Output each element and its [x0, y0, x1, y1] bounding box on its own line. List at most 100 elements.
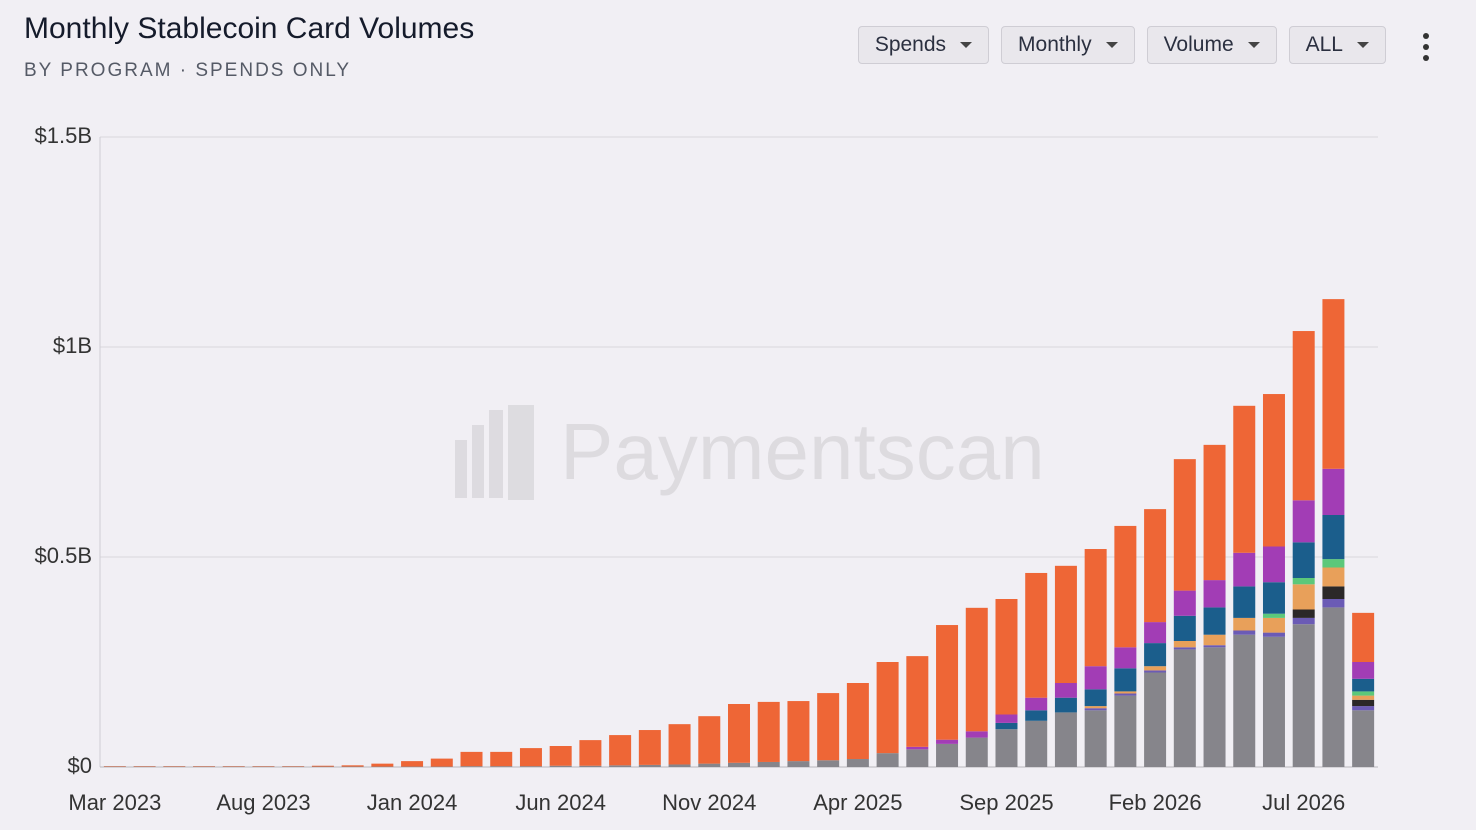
bar-segment [1025, 720, 1048, 767]
bar-segment [579, 740, 602, 766]
bar-segment [995, 729, 1018, 767]
bar-segment [1262, 617, 1285, 633]
bar-segment [1084, 549, 1107, 667]
bar-segment [1084, 710, 1107, 767]
bar-segment [965, 607, 988, 732]
bar-segment [1322, 515, 1345, 560]
bar-segment [1352, 678, 1375, 692]
bar-segment [846, 683, 869, 760]
dropdown[interactable]: Monthly [1001, 26, 1135, 64]
bar-segment [1025, 697, 1048, 711]
x-tick-label: Feb 2026 [1109, 790, 1202, 815]
controls: Spends Monthly Volume ALL [857, 26, 1386, 64]
x-tick-label: Aug 2023 [216, 790, 310, 815]
bar-segment [1173, 615, 1196, 641]
bar-segment [1203, 634, 1226, 646]
bar-segment [698, 716, 721, 764]
dropdown[interactable]: ALL [1288, 26, 1386, 64]
bar-segment [1025, 710, 1048, 721]
bar-segment [936, 625, 959, 740]
bar-segment [1173, 647, 1196, 650]
bar-segment [1203, 647, 1226, 767]
bar-segment [1292, 500, 1315, 543]
bar-segment [490, 766, 513, 767]
dropdown[interactable]: Volume [1146, 26, 1277, 64]
bar-segment [460, 766, 483, 767]
bar-segment [1352, 695, 1375, 700]
bar-segment [1322, 586, 1345, 599]
chart-title: Monthly Stablecoin Card Volumes [24, 12, 475, 45]
bar-segment [995, 599, 1018, 715]
bar-segment [1144, 622, 1167, 644]
x-tick-label: Nov 2024 [662, 790, 756, 815]
bar-segment [1114, 693, 1137, 696]
bar-segment [1144, 643, 1167, 667]
bar-segment [1025, 572, 1048, 698]
bar-segment [728, 762, 750, 767]
bar-segment [1262, 394, 1285, 547]
bar-segment [1114, 647, 1137, 669]
bar-segment [1292, 578, 1315, 585]
y-tick-label: $1.5B [35, 123, 93, 148]
x-tick-label: Sep 2025 [959, 790, 1053, 815]
bar-segment [936, 743, 959, 767]
bar-segment [965, 731, 988, 738]
bar-segment [1114, 525, 1137, 648]
bar-segment [965, 737, 988, 767]
bar-segment [549, 765, 572, 767]
bar-segment [906, 656, 929, 747]
bar-segment [1262, 582, 1285, 614]
bar-segment [668, 764, 691, 767]
bar-segment [1262, 613, 1285, 618]
bar-segment [787, 761, 810, 767]
x-tick-label: Jun 2024 [515, 790, 606, 815]
bar-segment [401, 761, 424, 767]
bar-segment [1322, 468, 1345, 515]
bar-segment [757, 761, 780, 767]
bar-segment [1144, 509, 1167, 623]
bar-segment [1173, 590, 1196, 616]
bar-segment [490, 751, 513, 767]
bar-segment [1262, 636, 1285, 767]
chart-subtitle: BY PROGRAM · SPENDS ONLY [24, 60, 352, 81]
bar-segment [1084, 708, 1107, 711]
bar-segment [1203, 580, 1226, 608]
menu-icon[interactable] [1420, 32, 1432, 64]
y-tick-label: $1B [53, 333, 92, 358]
bar-segment [579, 765, 602, 767]
bar-segment [1054, 565, 1077, 683]
bar-segment [1233, 634, 1256, 767]
bar-segment [1173, 459, 1196, 591]
bar-segment [995, 714, 1018, 723]
bar-segment [757, 701, 780, 762]
watermark: Paymentscan [560, 407, 1045, 496]
bar-segment [817, 693, 840, 761]
y-tick-label: $0.5B [35, 543, 93, 568]
bar-segment [1233, 552, 1256, 587]
bar-segment [1292, 584, 1315, 610]
bar-segment [817, 760, 840, 767]
bar-segment [906, 749, 929, 767]
dropdown[interactable]: Spends [857, 26, 990, 64]
bar-segment [1262, 546, 1285, 583]
bar-segment [609, 765, 632, 767]
bar-segment [1292, 617, 1315, 625]
bar-segment [1203, 645, 1226, 648]
bar-segment [1054, 712, 1077, 767]
bar-segment [1352, 699, 1375, 707]
x-tick-label: Apr 2025 [813, 790, 902, 815]
bar-segment [1144, 672, 1167, 767]
bar-segment [1322, 599, 1345, 608]
bar-segment [638, 764, 661, 767]
bar-segment [1352, 710, 1375, 767]
bar-segment [1233, 630, 1256, 635]
y-tick-label: $0 [68, 753, 92, 778]
bar-segment [341, 765, 364, 767]
bar-segment [728, 704, 750, 763]
bar-segment [1203, 444, 1226, 581]
bar-segment [1173, 641, 1196, 648]
bar-segment [1322, 559, 1345, 568]
bar-segment [1322, 299, 1345, 469]
bar-segment [1114, 668, 1137, 692]
bar-segment [1322, 567, 1345, 587]
